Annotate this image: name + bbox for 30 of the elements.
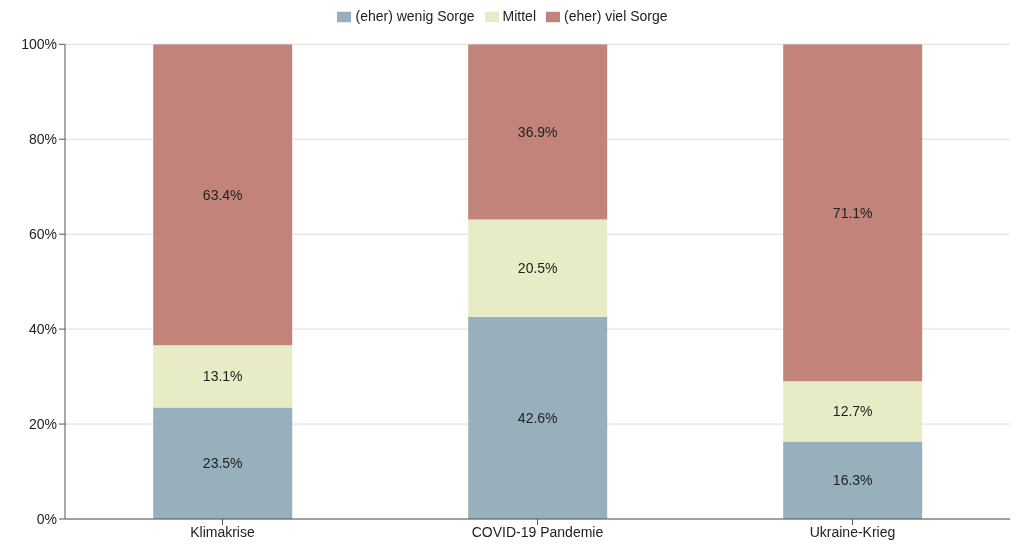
data-label: 42.6% xyxy=(517,409,558,426)
y-tick-label: 60% xyxy=(28,226,57,243)
data-label: 16.3% xyxy=(832,472,873,489)
legend-label: Mittel xyxy=(502,8,536,24)
x-tick-label: Klimakrise xyxy=(190,523,255,540)
bar xyxy=(783,44,923,382)
legend-label: (eher) wenig Sorge xyxy=(355,8,475,24)
bar xyxy=(153,345,293,408)
bar xyxy=(468,316,608,519)
y-tick-label: 0% xyxy=(36,510,57,527)
y-tick-label: 40% xyxy=(28,321,57,338)
bar xyxy=(468,219,608,317)
bar xyxy=(468,44,608,220)
y-tick-label: 100% xyxy=(21,36,57,53)
data-label: 20.5% xyxy=(517,260,558,277)
bar xyxy=(153,407,293,519)
y-tick-label: 20% xyxy=(28,416,57,433)
bar xyxy=(783,441,923,519)
bar xyxy=(783,381,923,442)
x-tick-label: Ukraine-Krieg xyxy=(809,523,896,540)
y-tick-label: 80% xyxy=(28,131,57,148)
bar xyxy=(153,44,293,346)
data-label: 71.1% xyxy=(832,204,873,221)
data-label: 12.7% xyxy=(832,403,873,420)
data-label: 13.1% xyxy=(202,368,243,385)
legend-label: (eher) viel Sorge xyxy=(564,8,668,24)
data-label: 23.5% xyxy=(202,455,243,472)
x-tick-label: COVID-19 Pandemie xyxy=(471,523,604,540)
data-label: 63.4% xyxy=(202,186,243,203)
data-label: 36.9% xyxy=(517,123,558,140)
